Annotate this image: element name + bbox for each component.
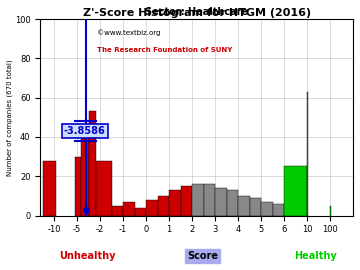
Bar [112, 206, 123, 216]
Text: The Research Foundation of SUNY: The Research Foundation of SUNY [96, 46, 232, 53]
Y-axis label: Number of companies (670 total): Number of companies (670 total) [7, 59, 13, 176]
Bar [169, 190, 181, 216]
Text: ©www.textbiz.org: ©www.textbiz.org [96, 29, 160, 36]
Bar [135, 208, 146, 216]
Bar [158, 196, 169, 216]
Bar [284, 167, 307, 216]
Text: Unhealthy: Unhealthy [59, 251, 116, 261]
Bar [123, 202, 135, 216]
Bar [146, 200, 158, 216]
Text: -3.8586: -3.8586 [64, 126, 105, 136]
Bar [42, 161, 57, 216]
Bar [181, 186, 192, 216]
Bar [215, 188, 226, 216]
Bar [226, 190, 238, 216]
Text: Healthy: Healthy [294, 251, 337, 261]
Bar [249, 198, 261, 216]
Title: Z'-Score Histogram for HTGM (2016): Z'-Score Histogram for HTGM (2016) [82, 8, 311, 18]
Bar [192, 184, 203, 216]
Bar [203, 184, 215, 216]
Bar [89, 112, 96, 216]
Bar [273, 204, 284, 216]
Text: Sector: Healthcare: Sector: Healthcare [145, 7, 248, 17]
Text: Score: Score [188, 251, 219, 261]
Bar [75, 157, 81, 216]
Bar [96, 161, 112, 216]
Bar [238, 196, 249, 216]
Bar [81, 127, 89, 216]
Bar [261, 202, 273, 216]
